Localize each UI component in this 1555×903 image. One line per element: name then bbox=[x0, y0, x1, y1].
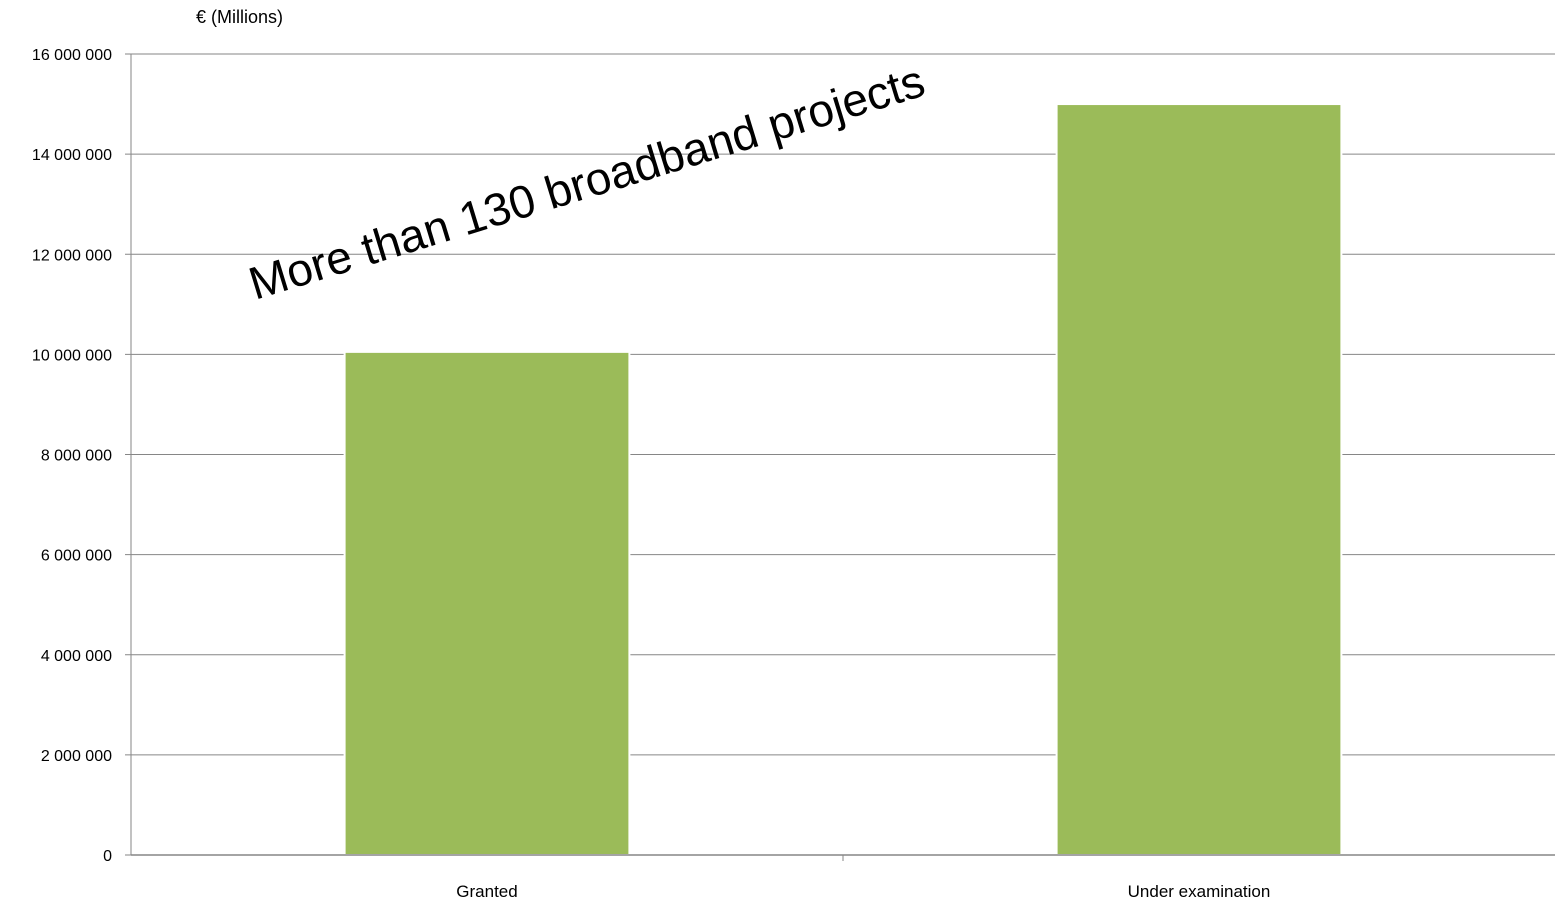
y-tick-label: 2 000 000 bbox=[41, 748, 112, 765]
y-tick-label: 14 000 000 bbox=[32, 147, 112, 164]
bars bbox=[343, 103, 1343, 856]
y-tick-label: 0 bbox=[103, 848, 112, 865]
y-tick-label: 8 000 000 bbox=[41, 448, 112, 465]
y-axis-label: € (Millions) bbox=[196, 7, 283, 27]
x-tick-label: Under examination bbox=[1128, 882, 1271, 901]
axes bbox=[125, 53, 1555, 861]
annotation-text: More than 130 broadband projects bbox=[243, 54, 931, 309]
y-tick-labels: 0 2 000 000 4 000 000 6 000 000 8 000 000 10 … bbox=[32, 47, 112, 865]
bar-under-examination bbox=[1055, 103, 1343, 856]
y-tick-label: 4 000 000 bbox=[41, 648, 112, 665]
y-tick-label: 12 000 000 bbox=[32, 247, 112, 264]
bar-granted bbox=[343, 350, 631, 856]
x-tick-labels: Granted Under examination bbox=[456, 882, 1270, 901]
x-tick-label: Granted bbox=[456, 882, 517, 901]
y-tick-label: 10 000 000 bbox=[32, 347, 112, 364]
y-tick-label: 16 000 000 bbox=[32, 47, 112, 64]
y-tick-label: 6 000 000 bbox=[41, 548, 112, 565]
